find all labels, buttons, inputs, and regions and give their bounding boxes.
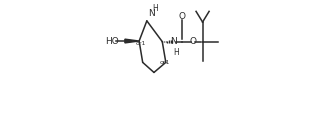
Text: O: O <box>178 12 185 21</box>
Text: N: N <box>148 9 155 18</box>
Text: or1: or1 <box>135 41 146 46</box>
Text: N: N <box>170 37 177 46</box>
Text: H: H <box>173 48 179 57</box>
Polygon shape <box>125 39 139 43</box>
Text: H: H <box>152 4 158 13</box>
Text: HO: HO <box>106 36 119 45</box>
Text: O: O <box>189 37 196 46</box>
Text: or1: or1 <box>160 60 170 65</box>
